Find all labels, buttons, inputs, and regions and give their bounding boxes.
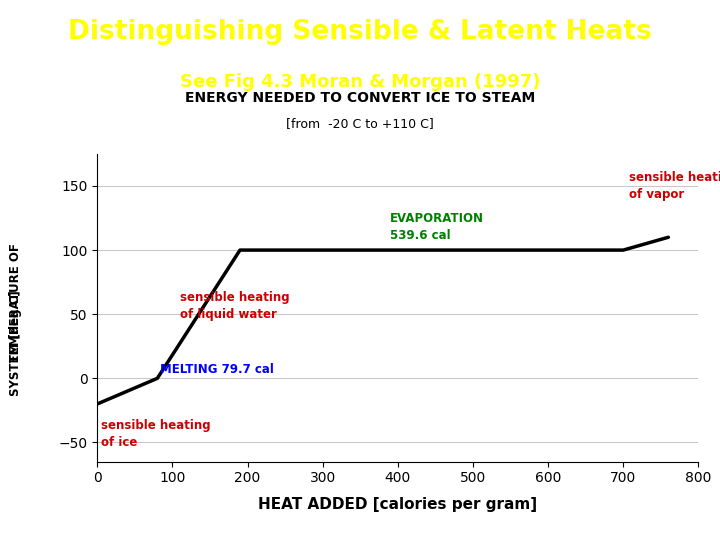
Text: TEMPERATURE OF: TEMPERATURE OF bbox=[9, 243, 22, 362]
Text: sensible heating
of liquid water: sensible heating of liquid water bbox=[180, 291, 289, 321]
Text: ATM OCN 100 Summer 2002: ATM OCN 100 Summer 2002 bbox=[9, 517, 206, 530]
Text: See Fig 4.3 Moran & Morgan (1997): See Fig 4.3 Moran & Morgan (1997) bbox=[180, 73, 540, 91]
Text: sensible heating
of vapor: sensible heating of vapor bbox=[629, 171, 720, 201]
Text: EVAPORATION
539.6 cal: EVAPORATION 539.6 cal bbox=[390, 212, 485, 242]
Text: MELTING 79.7 cal: MELTING 79.7 cal bbox=[160, 363, 274, 376]
Text: ENERGY NEEDED TO CONVERT ICE TO STEAM: ENERGY NEEDED TO CONVERT ICE TO STEAM bbox=[185, 91, 535, 105]
Text: SYSTEM [deg C]: SYSTEM [deg C] bbox=[9, 290, 22, 396]
X-axis label: HEAT ADDED [calories per gram]: HEAT ADDED [calories per gram] bbox=[258, 497, 537, 511]
Text: [from  -20 C to +110 C]: [from -20 C to +110 C] bbox=[286, 117, 434, 130]
Text: sensible heating
of ice: sensible heating of ice bbox=[101, 419, 210, 449]
Text: 88: 88 bbox=[694, 517, 711, 530]
Text: Distinguishing Sensible & Latent Heats: Distinguishing Sensible & Latent Heats bbox=[68, 18, 652, 45]
